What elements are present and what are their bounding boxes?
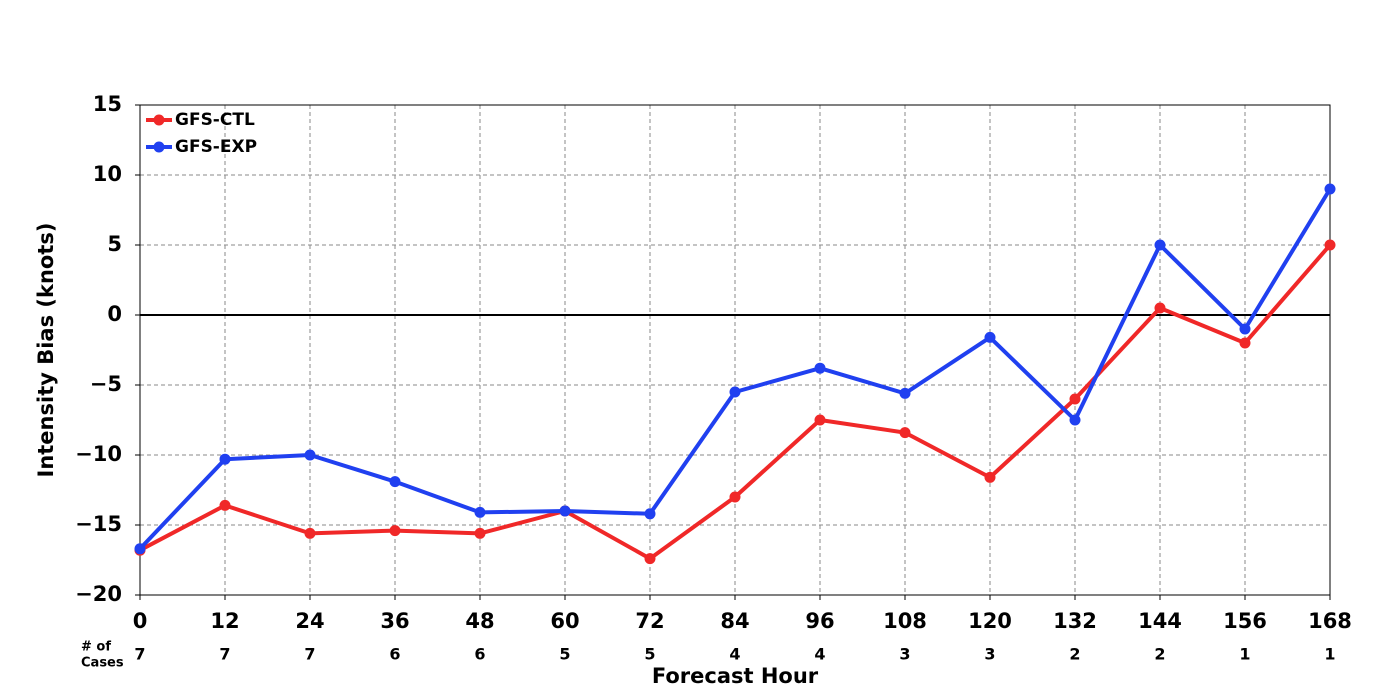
case-count: 1 [1239,645,1250,664]
data-point [304,527,316,539]
x-tick-label: 132 [1053,609,1097,633]
case-count: 1 [1324,645,1335,664]
x-tick-label: 144 [1138,609,1182,633]
case-count: 2 [1069,645,1080,664]
data-point [984,331,996,343]
x-tick-label: 168 [1308,609,1352,633]
legend-label: GFS-EXP [175,137,257,157]
cases-label: # of [81,640,111,655]
x-axis-label: Forecast Hour [652,664,819,688]
case-count: 3 [984,645,995,664]
data-point [1324,239,1336,251]
data-point [304,449,316,461]
data-point [219,453,231,465]
data-point [1069,414,1081,426]
legend-marker [153,114,165,126]
data-point [389,525,401,537]
data-point [1239,323,1251,335]
y-tick-label: 15 [93,92,122,116]
case-count: 5 [644,645,655,664]
y-tick-label: −5 [90,372,122,396]
x-tick-label: 48 [465,609,494,633]
case-count: 2 [1154,645,1165,664]
data-point [644,553,656,565]
case-count: 7 [219,645,230,664]
legend-label: GFS-CTL [175,110,255,130]
y-axis-label: Intensity Bias (knots) [34,223,58,478]
data-point [1069,393,1081,405]
x-tick-label: 36 [380,609,409,633]
x-tick-label: 12 [210,609,239,633]
data-point [814,414,826,426]
data-point [134,543,146,555]
plot-frame [139,104,1331,596]
x-tick-label: 24 [295,609,324,633]
case-count: 6 [474,645,485,664]
data-point [219,499,231,511]
data-point [559,505,571,517]
x-tick-label: 0 [133,609,148,633]
case-count: 3 [899,645,910,664]
y-tick-label: −20 [75,582,122,606]
data-point [729,386,741,398]
case-count: 7 [304,645,315,664]
case-count: 7 [134,645,145,664]
y-tick-label: 5 [107,232,122,256]
x-tick-label: 60 [550,609,579,633]
data-point [1324,183,1336,195]
legend-marker [153,141,165,153]
case-count: 5 [559,645,570,664]
data-point [814,362,826,374]
data-point [644,508,656,520]
case-count: 6 [389,645,400,664]
data-point [1239,337,1251,349]
data-point [389,476,401,488]
cases-label: Cases [81,656,124,671]
x-tick-label: 96 [805,609,834,633]
data-point [899,387,911,399]
data-point [474,506,486,518]
case-count: 4 [814,645,825,664]
data-point [474,527,486,539]
y-tick-label: −15 [75,512,122,536]
data-point [729,491,741,503]
x-tick-label: 108 [883,609,927,633]
case-count: 4 [729,645,740,664]
y-tick-label: 0 [107,302,122,326]
x-tick-label: 72 [635,609,664,633]
data-point [984,471,996,483]
data-point [1154,239,1166,251]
y-tick-label: −10 [75,442,122,466]
x-tick-label: 120 [968,609,1012,633]
x-tick-label: 156 [1223,609,1267,633]
data-point [1154,302,1166,314]
x-tick-label: 84 [720,609,749,633]
y-tick-label: 10 [93,162,122,186]
data-point [899,427,911,439]
